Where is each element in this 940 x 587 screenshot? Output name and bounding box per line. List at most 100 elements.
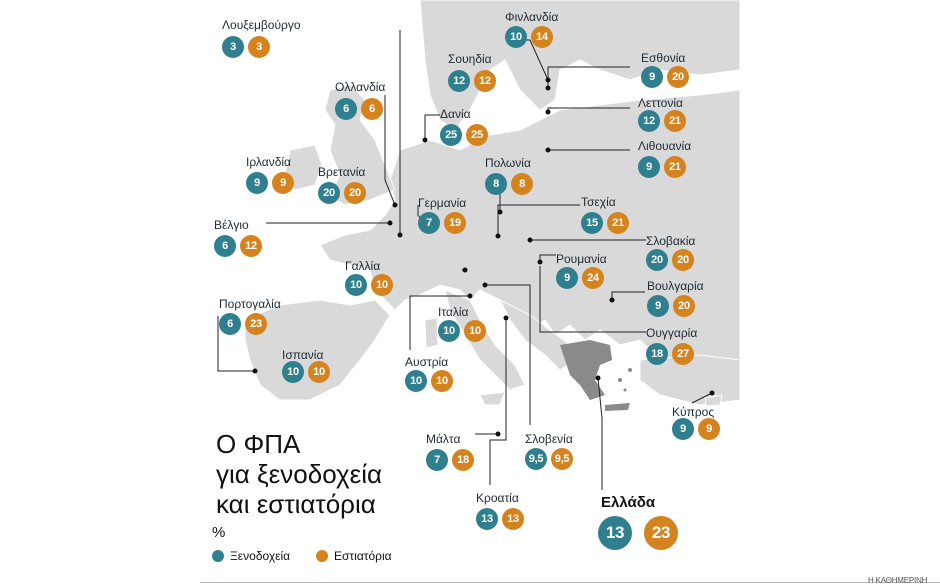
leader-slovenia bbox=[485, 284, 531, 425]
hotels-rate-slovakia: 20 bbox=[646, 249, 668, 271]
restaurants-rate-france: 10 bbox=[371, 274, 393, 296]
map-title: Ο ΦΠΑ για ξενοδοχεία και εστιατόρια bbox=[216, 429, 382, 519]
hotels-rate-germany: 7 bbox=[418, 212, 440, 234]
iberia-shape bbox=[244, 299, 391, 401]
country-label-belgium: Βέλγιο bbox=[214, 218, 249, 232]
country-label-netherlands: Ολλανδία bbox=[335, 80, 386, 94]
restaurants-rate-estonia: 20 bbox=[667, 66, 689, 88]
restaurants-rate-uk: 20 bbox=[344, 182, 366, 204]
leader-czechia bbox=[497, 204, 580, 236]
restaurants-rate-lithuania: 21 bbox=[664, 156, 686, 178]
country-label-romania: Ρουμανία bbox=[556, 252, 607, 266]
greece-name: Ελλάδα bbox=[601, 494, 656, 511]
hotels-rate-lithuania: 9 bbox=[638, 156, 660, 178]
country-label-croatia: Κροατία bbox=[476, 491, 519, 505]
hotels-rate-netherlands: 6 bbox=[335, 98, 357, 120]
restaurants-rate-romania: 24 bbox=[582, 267, 604, 289]
restaurants-rate-belgium: 12 bbox=[240, 235, 262, 257]
restaurants-rate-spain: 10 bbox=[308, 361, 330, 383]
leader-austria bbox=[409, 295, 470, 350]
hotels-rate-malta: 7 bbox=[426, 449, 448, 471]
country-label-italy: Ιταλία bbox=[438, 305, 469, 319]
legend-restaurants-label: Εστιατόρια bbox=[334, 549, 392, 563]
restaurants-rate-latvia: 21 bbox=[664, 110, 686, 132]
leader-denmark bbox=[424, 114, 440, 140]
leader-greece bbox=[597, 377, 603, 490]
restaurants-rate-portugal: 23 bbox=[245, 313, 267, 335]
source-credit: Η ΚΑΘΗΜΕΡΙΝΗ bbox=[868, 576, 928, 585]
hotels-rate-italy: 10 bbox=[438, 320, 460, 342]
restaurants-rate-slovakia: 20 bbox=[672, 249, 694, 271]
hotels-rate-latvia: 12 bbox=[638, 110, 660, 132]
hotels-rate-luxembourg: 3 bbox=[222, 36, 244, 58]
country-label-poland: Πολωνία bbox=[485, 156, 531, 170]
restaurants-rate-poland: 8 bbox=[511, 173, 533, 195]
greece-restaurants-rate: 23 bbox=[644, 516, 678, 550]
restaurants-swatch bbox=[316, 550, 328, 562]
country-label-denmark: Δανία bbox=[440, 107, 471, 121]
country-label-spain: Ισπανία bbox=[282, 348, 324, 362]
country-label-bulgaria: Βουλγαρία bbox=[647, 279, 704, 293]
hotels-rate-finland: 10 bbox=[505, 26, 527, 48]
restaurants-rate-netherlands: 6 bbox=[361, 98, 383, 120]
country-label-uk: Βρετανία bbox=[318, 165, 366, 179]
hotels-rate-hungary: 18 bbox=[646, 343, 668, 365]
hotels-rate-bulgaria: 9 bbox=[647, 295, 669, 317]
restaurants-rate-czechia: 21 bbox=[607, 212, 629, 234]
hotels-rate-uk: 20 bbox=[318, 182, 340, 204]
country-label-cyprus: Κύπρος bbox=[672, 405, 715, 419]
country-label-malta: Μάλτα bbox=[426, 432, 461, 446]
country-label-finland: Φινλανδία bbox=[505, 10, 559, 24]
country-label-austria: Αυστρία bbox=[405, 355, 449, 369]
hotels-rate-czechia: 15 bbox=[581, 212, 603, 234]
cyprus-island bbox=[704, 394, 723, 407]
restaurants-rate-croatia: 13 bbox=[502, 508, 524, 530]
hotels-rate-belgium: 6 bbox=[214, 235, 236, 257]
restaurants-rate-cyprus: 9 bbox=[698, 418, 720, 440]
leader-croatia bbox=[489, 318, 507, 485]
hotels-rate-spain: 10 bbox=[282, 361, 304, 383]
hotels-rate-croatia: 13 bbox=[476, 508, 498, 530]
title-line-3: και εστιατόρια bbox=[216, 489, 376, 519]
sicily-shape bbox=[479, 391, 506, 406]
hotels-swatch bbox=[212, 550, 224, 562]
leader-portugal bbox=[217, 316, 255, 372]
country-label-portugal: Πορτογαλία bbox=[219, 297, 281, 311]
restaurants-rate-denmark: 25 bbox=[466, 124, 488, 146]
restaurants-rate-slovenia: 9,5 bbox=[551, 448, 573, 470]
country-label-sweden: Σουηδία bbox=[448, 52, 492, 66]
restaurants-rate-ireland: 9 bbox=[272, 172, 294, 194]
hotels-rate-ireland: 9 bbox=[246, 172, 268, 194]
country-label-france: Γαλλία bbox=[345, 259, 381, 273]
hotels-rate-poland: 8 bbox=[485, 173, 507, 195]
leader-finland bbox=[525, 39, 549, 81]
hotels-rate-romania: 9 bbox=[556, 267, 578, 289]
sardinia-shape bbox=[424, 317, 439, 349]
restaurants-rate-austria: 10 bbox=[431, 370, 453, 392]
restaurants-rate-bulgaria: 20 bbox=[673, 295, 695, 317]
hotels-rate-denmark: 25 bbox=[440, 124, 462, 146]
legend-hotels-label: Ξενοδοχεία bbox=[230, 549, 291, 563]
leader-netherlands bbox=[384, 95, 396, 206]
restaurants-rate-luxembourg: 3 bbox=[248, 36, 270, 58]
hotels-rate-france: 10 bbox=[345, 274, 367, 296]
country-label-czechia: Τσεχία bbox=[581, 195, 616, 209]
restaurants-rate-germany: 19 bbox=[444, 212, 466, 234]
hotels-rate-slovenia: 9,5 bbox=[525, 448, 547, 470]
country-label-slovakia: Σλοβακία bbox=[646, 234, 696, 248]
unit-label: % bbox=[212, 524, 226, 541]
restaurants-rate-italy: 10 bbox=[464, 320, 486, 342]
hotels-rate-estonia: 9 bbox=[641, 66, 663, 88]
bottom-rule bbox=[200, 582, 940, 583]
restaurants-rate-sweden: 12 bbox=[474, 70, 496, 92]
legend-hotels: Ξενοδοχεία bbox=[212, 549, 290, 563]
country-label-ireland: Ιρλανδία bbox=[246, 155, 291, 169]
country-label-luxembourg: Λουξεμβούργο bbox=[222, 18, 301, 32]
italy-shape bbox=[444, 289, 526, 391]
hotels-rate-cyprus: 9 bbox=[672, 418, 694, 440]
leader-bulgaria bbox=[611, 291, 645, 300]
restaurants-rate-hungary: 27 bbox=[672, 343, 694, 365]
hotels-rate-sweden: 12 bbox=[448, 70, 470, 92]
legend-restaurants: Εστιατόρια bbox=[316, 549, 392, 563]
